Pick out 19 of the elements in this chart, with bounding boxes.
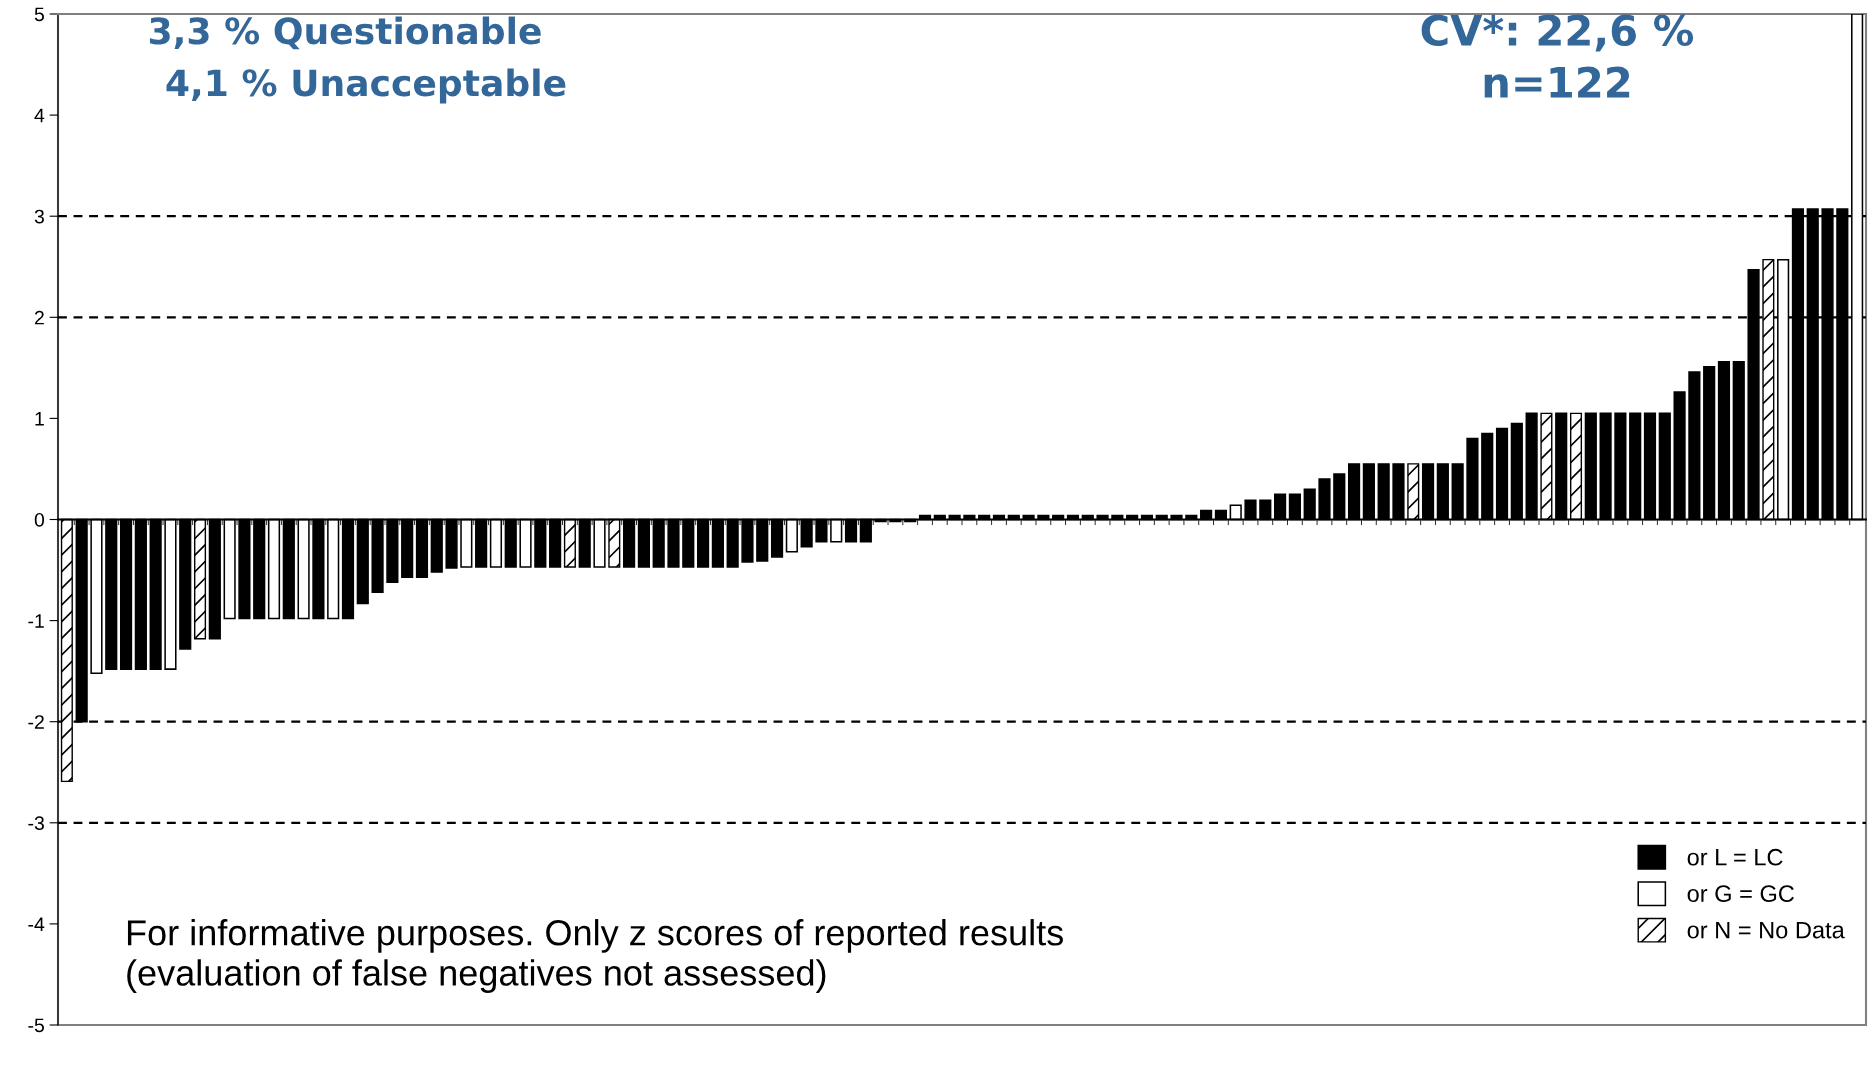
legend-label: or N = No Data [1687, 921, 1845, 939]
annotation: 3,3 % Questionable [149, 16, 541, 50]
annotation: n=122 [1484, 66, 1630, 98]
y-tick-label: -1 [28, 614, 44, 628]
annotation: For informative purposes. Only z scores of reported results (evaluation of false negatives not assessed) [127, 919, 1063, 993]
y-tick-label: 5 [34, 7, 44, 22]
y-tick-label: 2 [34, 310, 44, 325]
y-tick-label: 3 [34, 209, 44, 224]
annotation: 4,1 % Unacceptable [166, 68, 566, 104]
y-tick-label: -5 [28, 1018, 44, 1033]
legend-label: or L = LC [1687, 848, 1783, 866]
y-tick-label: -2 [28, 715, 44, 729]
y-tick-label: 0 [34, 512, 45, 527]
legend-label: or G = GC [1687, 885, 1794, 902]
annotation: CV*: 22,6 % [1421, 14, 1694, 52]
y-tick-label: -3 [28, 816, 44, 831]
y-tick-label: -4 [28, 917, 45, 931]
y-tick-label: 4 [34, 108, 45, 123]
y-tick-label: 1 [35, 412, 44, 426]
